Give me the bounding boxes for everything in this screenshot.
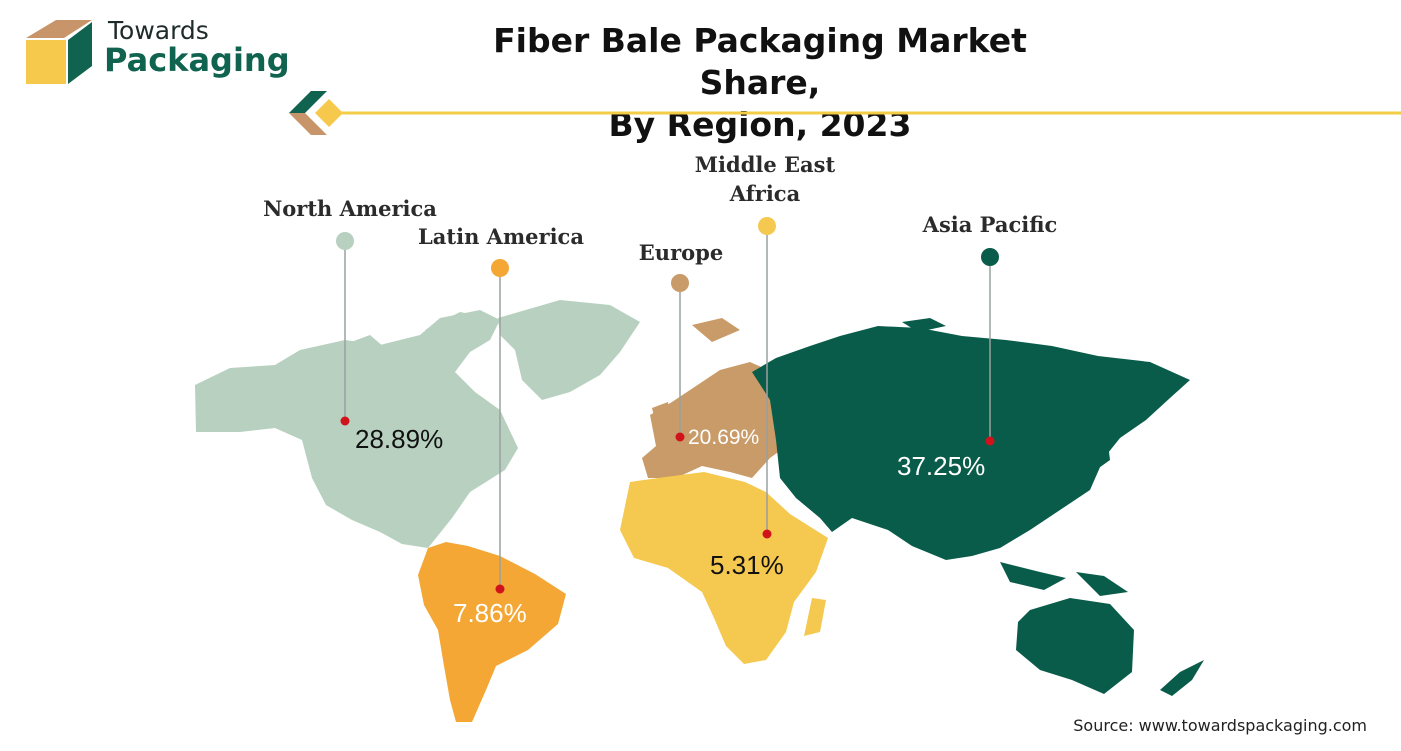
logo-line1: Towards	[108, 16, 209, 45]
chart-title: Fiber Bale Packaging Market Share, By Re…	[470, 20, 1050, 146]
asia-pacific-region	[752, 318, 1204, 696]
middle-east-africa-region	[620, 472, 828, 664]
europe-anchor-dot	[675, 432, 685, 442]
title-line1: Fiber Bale Packaging Market Share,	[493, 21, 1027, 102]
north-america-anchor-dot	[340, 416, 350, 426]
asia-pacific-anchor-dot	[985, 436, 995, 446]
latin-america-anchor-dot	[495, 584, 505, 594]
latin-america-region	[418, 542, 566, 722]
latin-america-value: 7.86%	[453, 598, 527, 628]
europe-label: Europe	[638, 240, 724, 265]
north-america-label: North America	[263, 196, 437, 221]
logo-icon	[26, 20, 92, 84]
middle-east-africa-marker	[758, 217, 776, 235]
latin-america-marker	[491, 259, 509, 277]
europe-value: 20.69%	[688, 426, 760, 449]
source-note: Source: www.towardspackaging.com	[1073, 716, 1367, 735]
logo-line2: Packaging	[104, 41, 290, 79]
north-america-region	[195, 300, 640, 548]
middle-east-africa-anchor-dot	[762, 529, 772, 539]
asia-pacific-label: Asia Pacific	[922, 212, 1058, 237]
latin-america-label: Latin America	[418, 224, 584, 249]
europe-marker	[671, 274, 689, 292]
title-divider	[289, 91, 1401, 135]
north-america-marker	[336, 232, 354, 250]
middle-east-africa-label: Middle East Africa	[694, 152, 836, 206]
middle-east-africa-value: 5.31%	[710, 550, 784, 580]
asia-pacific-value: 37.25%	[897, 451, 986, 481]
north-america-value: 28.89%	[355, 424, 444, 454]
europe-region	[642, 318, 792, 478]
asia-pacific-marker	[981, 248, 999, 266]
